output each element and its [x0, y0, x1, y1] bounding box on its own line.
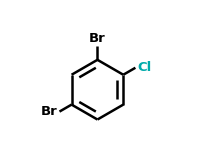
- Text: Cl: Cl: [136, 61, 150, 74]
- Text: Br: Br: [89, 32, 105, 45]
- Text: Br: Br: [41, 105, 58, 118]
